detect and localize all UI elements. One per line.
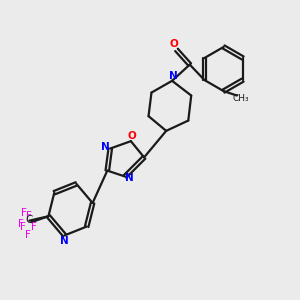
Text: F: F — [31, 222, 37, 232]
Text: N: N — [101, 142, 110, 152]
Text: F: F — [26, 211, 32, 221]
Text: N: N — [125, 173, 134, 183]
Text: F: F — [18, 219, 24, 229]
Text: C: C — [26, 215, 33, 225]
Text: N: N — [60, 236, 68, 246]
Text: O: O — [128, 131, 137, 141]
Text: F: F — [20, 222, 26, 232]
Text: F: F — [21, 208, 27, 218]
Text: N: N — [169, 70, 178, 80]
Text: O: O — [169, 39, 178, 49]
Text: CH₃: CH₃ — [233, 94, 250, 103]
Text: F: F — [26, 230, 31, 240]
